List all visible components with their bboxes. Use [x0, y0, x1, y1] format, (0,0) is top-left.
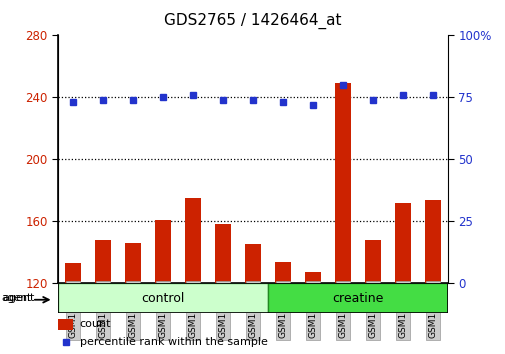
Bar: [334, 84, 350, 283]
Bar: [65, 263, 81, 283]
Text: GSM115532: GSM115532: [69, 283, 78, 338]
Bar: [155, 220, 171, 283]
Text: GSM115534: GSM115534: [128, 283, 137, 338]
Text: creatine: creatine: [332, 292, 383, 305]
Text: GSM115535: GSM115535: [158, 283, 167, 338]
Bar: [184, 198, 201, 283]
Bar: [364, 240, 380, 283]
Bar: [244, 245, 261, 283]
Bar: [214, 224, 231, 283]
Text: GSM115537: GSM115537: [218, 283, 227, 338]
Bar: [394, 202, 410, 283]
Text: GDS2765 / 1426464_at: GDS2765 / 1426464_at: [164, 12, 341, 29]
Text: GSM115527: GSM115527: [308, 283, 317, 338]
Text: GSM115526: GSM115526: [278, 283, 287, 338]
Text: GSM115538: GSM115538: [248, 283, 257, 338]
Bar: [268, 283, 447, 313]
Text: GSM115529: GSM115529: [368, 283, 377, 338]
Text: percentile rank within the sample: percentile rank within the sample: [79, 337, 267, 347]
Text: control: control: [141, 292, 184, 305]
Bar: [58, 283, 268, 313]
Text: agent: agent: [3, 293, 35, 303]
Text: GSM115530: GSM115530: [397, 283, 407, 338]
Bar: [95, 240, 111, 283]
Text: GSM115536: GSM115536: [188, 283, 197, 338]
Text: GSM115528: GSM115528: [338, 283, 347, 338]
Text: GSM115531: GSM115531: [427, 283, 436, 338]
Bar: [58, 319, 73, 330]
Bar: [125, 243, 141, 283]
Bar: [274, 262, 291, 283]
Bar: [304, 272, 321, 283]
Text: count: count: [79, 319, 111, 330]
Bar: [424, 200, 440, 283]
Text: GSM115533: GSM115533: [98, 283, 108, 338]
Text: agent: agent: [1, 293, 31, 303]
